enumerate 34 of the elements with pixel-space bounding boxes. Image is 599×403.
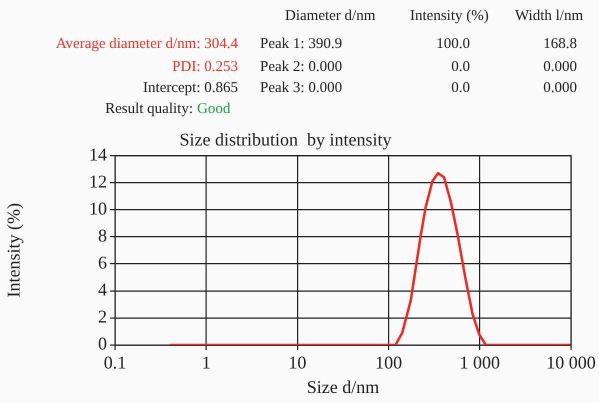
y-tick-label: 2 <box>98 306 107 327</box>
text: Intensity (%) <box>410 8 489 25</box>
x-tick-label: 10 000 <box>546 352 596 373</box>
text: Peak 2: 0.000 <box>260 59 342 76</box>
text: Good <box>197 101 230 118</box>
x-tick-label: 0.1 <box>104 352 126 373</box>
y-tick-label: 6 <box>98 252 107 273</box>
y-tick-label: 14 <box>89 144 107 164</box>
y-tick-label: 4 <box>98 280 107 300</box>
text: Peak 3: 0.000 <box>260 80 342 97</box>
y-tick-label: 0 <box>98 334 107 354</box>
text: Diameter d/nm <box>285 8 376 25</box>
x-tick-label: 100 <box>375 352 402 373</box>
x-tick-label: 1 <box>202 352 211 373</box>
text: 0.0 <box>451 80 470 97</box>
text: 100.0 <box>436 36 470 53</box>
y-axis-title: Intensity (%) <box>4 203 24 298</box>
text: 0.000 <box>543 59 577 76</box>
text: 0.000 <box>543 80 577 97</box>
text: Average diameter d/nm: 304.4 <box>56 36 238 53</box>
x-axis-title: Size d/nm <box>306 376 380 397</box>
y-tick-label: 8 <box>98 226 107 246</box>
y-tick-label: 12 <box>89 171 107 192</box>
text: PDI: 0.253 <box>172 59 238 76</box>
text: Intercept: 0.865 <box>143 80 238 97</box>
text: 168.8 <box>543 36 577 53</box>
text: Peak 1: 390.9 <box>260 36 342 53</box>
x-tick-label: 1 000 <box>460 352 500 373</box>
text: Result quality: <box>105 101 193 118</box>
text: 0.0 <box>451 59 470 76</box>
text: Width l/nm <box>515 8 584 25</box>
y-tick-label: 10 <box>89 198 107 218</box>
x-tick-label: 10 <box>288 352 306 373</box>
chart-title: Size distribution by intensity <box>180 130 392 150</box>
